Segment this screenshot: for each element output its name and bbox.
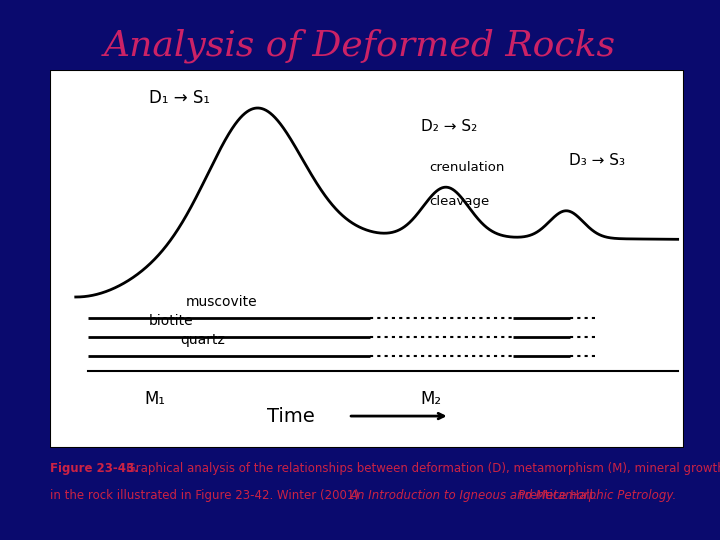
Text: muscovite: muscovite xyxy=(186,295,257,309)
Text: D₃ → S₃: D₃ → S₃ xyxy=(569,153,625,168)
Text: biotite: biotite xyxy=(148,314,193,328)
Text: M₁: M₁ xyxy=(145,390,166,408)
Text: crenulation: crenulation xyxy=(429,161,505,174)
Text: D₂ → S₂: D₂ → S₂ xyxy=(421,119,477,134)
Text: Analysis of Deformed Rocks: Analysis of Deformed Rocks xyxy=(104,29,616,63)
Text: quartz: quartz xyxy=(180,333,225,347)
Text: Graphical analysis of the relationships between deformation (D), metamorphism (M: Graphical analysis of the relationships … xyxy=(119,462,720,475)
Text: D₁ → S₁: D₁ → S₁ xyxy=(148,89,210,107)
Text: Prentice Hall.: Prentice Hall. xyxy=(511,489,597,502)
FancyBboxPatch shape xyxy=(50,70,684,448)
Text: An Introduction to Igneous and Metamorphic Petrology.: An Introduction to Igneous and Metamorph… xyxy=(349,489,677,502)
Text: Time: Time xyxy=(267,407,315,426)
Text: M₂: M₂ xyxy=(420,390,441,408)
Text: Figure 23-43.: Figure 23-43. xyxy=(50,462,139,475)
Text: cleavage: cleavage xyxy=(429,195,490,208)
Text: in the rock illustrated in Figure 23-42. Winter (2001): in the rock illustrated in Figure 23-42.… xyxy=(50,489,363,502)
